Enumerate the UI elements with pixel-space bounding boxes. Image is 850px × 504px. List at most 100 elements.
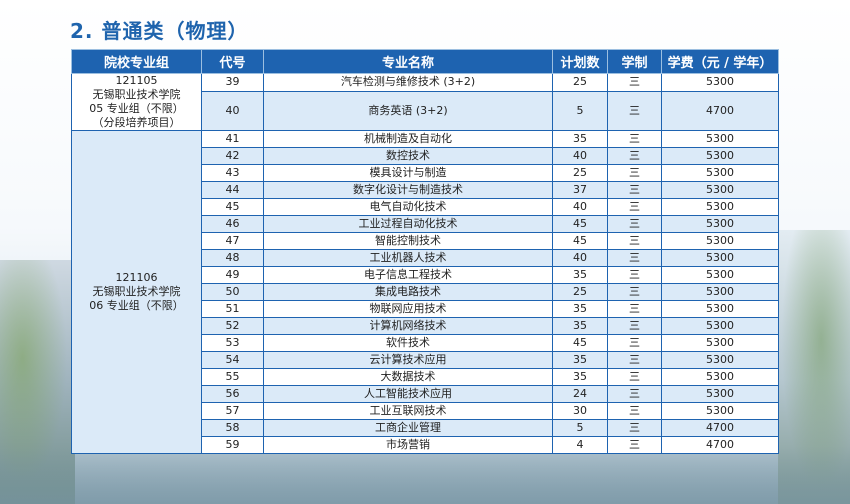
cell-major: 工业过程自动化技术 (263, 215, 553, 233)
cell-code: 59 (201, 436, 264, 454)
cell-major: 模具设计与制造 (263, 164, 553, 182)
cell-years: 三 (607, 73, 662, 92)
cell-major: 市场营销 (263, 436, 553, 454)
cell-plan: 35 (552, 266, 608, 284)
cell-plan: 45 (552, 232, 608, 250)
cell-years: 三 (607, 215, 662, 233)
cell-plan: 40 (552, 249, 608, 267)
cell-plan: 5 (552, 90, 608, 132)
group-code: 121106 (115, 271, 158, 284)
group-unit: 05 专业组（不限） (89, 102, 184, 115)
cell-code: 40 (201, 90, 264, 132)
cell-years: 三 (607, 385, 662, 403)
table-row: 121106 无锡职业技术学院 06 专业组（不限） 41 机械制造及自动化 35 三 530… (71, 130, 779, 454)
cell-plan: 24 (552, 385, 608, 403)
cell-fee: 5300 (661, 147, 779, 165)
group-note: （分段培养项目） (92, 116, 181, 129)
cell-years: 三 (607, 232, 662, 250)
cell-plan: 35 (552, 317, 608, 335)
cell-code: 51 (201, 300, 264, 318)
cell-major: 集成电路技术 (263, 283, 553, 301)
group-school: 无锡职业技术学院 (92, 88, 181, 101)
header-code: 代号 (201, 49, 264, 74)
cell-major: 电子信息工程技术 (263, 266, 553, 284)
cell-major: 云计算技术应用 (263, 351, 553, 369)
table-row: 52 计算机网络技术 35 三 5300 (72, 317, 779, 335)
table-row: 42 数控技术 40 三 5300 (72, 147, 779, 165)
cell-years: 三 (607, 419, 662, 437)
cell-fee: 5300 (661, 283, 779, 301)
cell-plan: 25 (552, 73, 608, 92)
group-cell: 121105 无锡职业技术学院 05 专业组（不限） （分段培养项目） (71, 73, 202, 131)
cell-code: 58 (201, 419, 264, 437)
background-lake (0, 446, 850, 504)
cell-code: 43 (201, 164, 264, 182)
cell-years: 三 (607, 130, 662, 148)
cell-years: 三 (607, 249, 662, 267)
group-code: 121105 (115, 74, 158, 87)
cell-major: 大数据技术 (263, 368, 553, 386)
cell-code: 44 (201, 181, 264, 199)
cell-major: 智能控制技术 (263, 232, 553, 250)
table-row: 51 物联网应用技术 35 三 5300 (72, 300, 779, 318)
cell-major: 计算机网络技术 (263, 317, 553, 335)
table-row: 49 电子信息工程技术 35 三 5300 (72, 266, 779, 284)
table-row: 46 工业过程自动化技术 45 三 5300 (72, 215, 779, 233)
table-header-row: 院校专业组 代号 专业名称 计划数 学制 学费（元 / 学年） (71, 49, 779, 74)
table-row: 48 工业机器人技术 40 三 5300 (72, 249, 779, 267)
group-school: 无锡职业技术学院 (92, 285, 181, 298)
table-row: 54 云计算技术应用 35 三 5300 (72, 351, 779, 369)
group-cell: 121106 无锡职业技术学院 06 专业组（不限） (71, 130, 202, 454)
table-row: 45 电气自动化技术 40 三 5300 (72, 198, 779, 216)
cell-years: 三 (607, 90, 662, 132)
cell-code: 41 (201, 130, 264, 148)
cell-years: 三 (607, 181, 662, 199)
group-unit: 06 专业组（不限） (89, 299, 184, 312)
cell-fee: 4700 (661, 90, 779, 132)
cell-plan: 25 (552, 283, 608, 301)
cell-fee: 5300 (661, 249, 779, 267)
cell-fee: 5300 (661, 215, 779, 233)
cell-fee: 5300 (661, 198, 779, 216)
cell-plan: 25 (552, 164, 608, 182)
cell-major: 机械制造及自动化 (263, 130, 553, 148)
table-row: 53 软件技术 45 三 5300 (72, 334, 779, 352)
cell-fee: 5300 (661, 266, 779, 284)
cell-major: 汽车检测与维修技术 (3+2) (263, 73, 553, 92)
cell-fee: 5300 (661, 181, 779, 199)
cell-fee: 5300 (661, 164, 779, 182)
cell-plan: 35 (552, 130, 608, 148)
cell-fee: 4700 (661, 436, 779, 454)
cell-plan: 37 (552, 181, 608, 199)
cell-years: 三 (607, 283, 662, 301)
header-major: 专业名称 (263, 49, 553, 74)
cell-years: 三 (607, 436, 662, 454)
table-row: 59 市场营销 4 三 4700 (72, 436, 779, 454)
cell-code: 55 (201, 368, 264, 386)
table-body: 121105 无锡职业技术学院 05 专业组（不限） （分段培养项目） 39 汽车检测与维… (71, 73, 779, 454)
cell-plan: 35 (552, 368, 608, 386)
table-row: 56 人工智能技术应用 24 三 5300 (72, 385, 779, 403)
cell-years: 三 (607, 266, 662, 284)
header-plan: 计划数 (552, 49, 608, 74)
cell-fee: 5300 (661, 130, 779, 148)
header-fee: 学费（元 / 学年） (661, 49, 779, 74)
cell-fee: 5300 (661, 402, 779, 420)
cell-years: 三 (607, 164, 662, 182)
table-row: 44 数字化设计与制造技术 37 三 5300 (72, 181, 779, 199)
cell-fee: 5300 (661, 300, 779, 318)
table-row: 57 工业互联网技术 30 三 5300 (72, 402, 779, 420)
header-years: 学制 (607, 49, 662, 74)
cell-major: 工商企业管理 (263, 419, 553, 437)
cell-plan: 4 (552, 436, 608, 454)
cell-code: 47 (201, 232, 264, 250)
cell-major: 软件技术 (263, 334, 553, 352)
cell-code: 57 (201, 402, 264, 420)
header-group: 院校专业组 (71, 49, 202, 74)
table-row: 47 智能控制技术 45 三 5300 (72, 232, 779, 250)
cell-major: 工业互联网技术 (263, 402, 553, 420)
cell-code: 48 (201, 249, 264, 267)
cell-years: 三 (607, 317, 662, 335)
cell-code: 49 (201, 266, 264, 284)
cell-major: 商务英语 (3+2) (263, 90, 553, 132)
